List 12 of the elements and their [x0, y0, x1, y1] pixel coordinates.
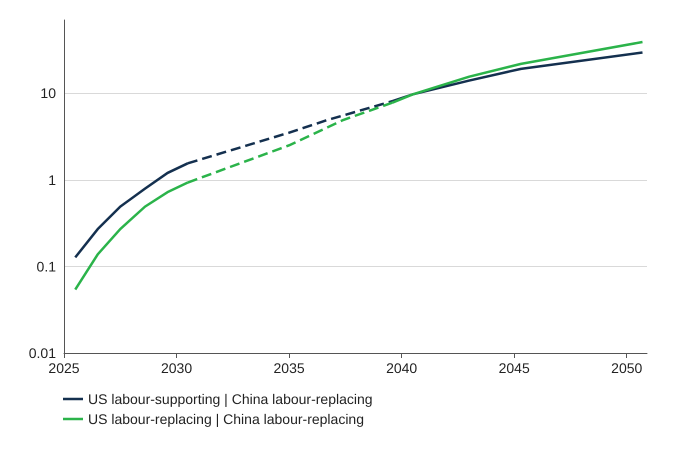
y-tick-label: 1 [48, 172, 56, 188]
x-tick-label: 2030 [160, 360, 192, 376]
x-tick-label: 2045 [498, 360, 530, 376]
y-tick-label: 0.1 [36, 258, 56, 274]
legend-label: US labour-replacing | China labour-replacing [88, 411, 364, 427]
x-tick-label: 2025 [48, 360, 80, 376]
y-tick-label: 0.01 [28, 345, 56, 361]
y-tick-label: 10 [40, 85, 56, 102]
x-tick-label: 2050 [611, 360, 643, 376]
x-tick-label: 2035 [274, 360, 305, 376]
x-tick-label: 2040 [386, 360, 418, 376]
legend-label: US labour-supporting | China labour-replacing [88, 391, 373, 407]
